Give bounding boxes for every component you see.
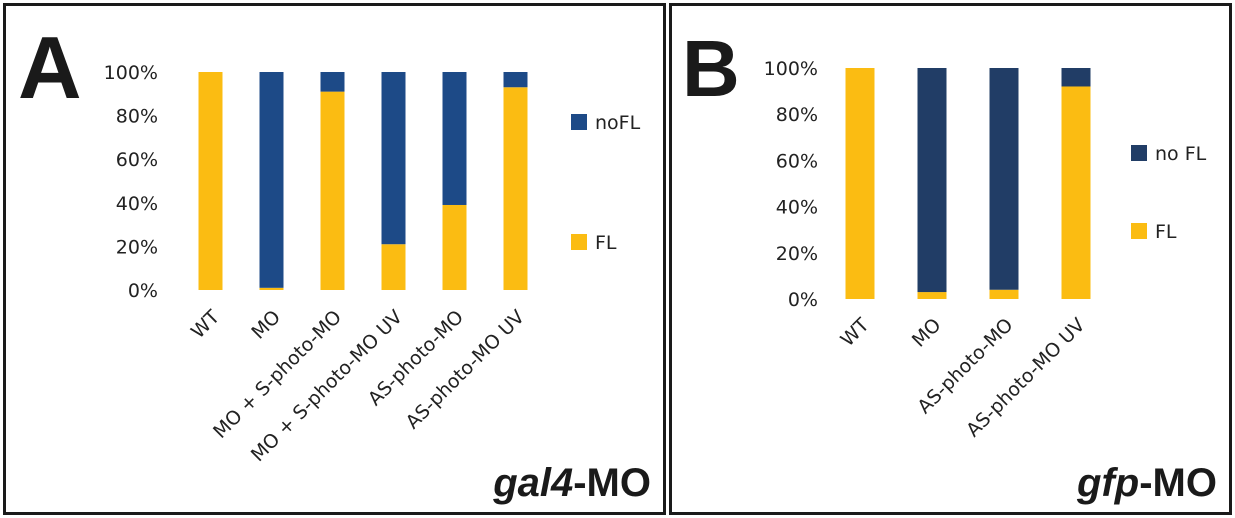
bars-b [845,68,1091,299]
category-label: WT [187,306,224,343]
panel-letter-b: B [682,24,740,113]
bar-nofl-segment [259,72,284,288]
panel-a: A 0% 20% 40% 60% 80% 100% WT MO MO + S-photo-MO… [3,3,666,515]
y-tick-label: 80% [116,106,158,128]
y-tick-label: 20% [776,243,818,265]
bar-fl-segment [259,287,284,290]
bar-fl-segment [917,292,947,299]
legend-label-fl: FL [595,232,617,254]
mo-suffix-b: -MO [1139,461,1217,505]
y-tick-label: 0% [788,289,818,311]
bar-nofl-segment [989,68,1019,290]
bar-fl-segment [198,72,223,290]
footer-label-a: gal4-MO [492,461,651,505]
footer-label-b: gfp-MO [1076,461,1217,505]
bar-fl-segment [1061,86,1091,299]
bars-a [198,72,528,291]
legend-a: noFL FL [571,112,641,254]
y-tick-label: 60% [116,149,158,171]
bar-nofl-segment [320,72,345,92]
panel-letter-a: A [18,18,82,117]
y-axis-ticks-a: 0% 20% 40% 60% 80% 100% [104,62,158,302]
bar-nofl-segment [442,72,467,205]
bar-fl-segment [989,289,1019,299]
y-tick-label: 100% [764,58,818,80]
bar-nofl-segment [503,72,528,88]
legend-label-nofl: noFL [595,112,641,134]
y-tick-label: 20% [116,236,158,258]
category-label: AS-photo-MO UV [402,306,529,433]
legend-swatch-nofl [571,114,587,130]
y-tick-label: 60% [776,150,818,172]
legend-swatch-fl [571,234,587,250]
category-label: MO [247,306,285,344]
bar-fl-segment [845,68,875,299]
gene-name-b: gfp [1076,461,1139,505]
bar-fl-segment [442,204,467,290]
y-tick-label: 40% [776,197,818,219]
legend-swatch-no-fl [1131,145,1147,161]
chart-b: B 0%20%40%60%80%100% WT MOAS-photo-MOAS-p… [682,24,1217,505]
category-label: AS-photo-MO UV [962,314,1089,441]
bar-nofl-segment [381,72,406,245]
bar-fl-segment [320,91,345,291]
bar-fl-segment [381,244,406,290]
legend-label-no-fl: no FL [1155,143,1207,165]
bar-fl-segment [503,87,528,290]
mo-suffix-a: -MO [573,461,651,505]
y-tick-label: 100% [104,62,158,84]
bar-nofl-segment [917,68,947,293]
bar-nofl-segment [1061,68,1091,87]
y-tick-label: 40% [116,193,158,215]
panel-b: B 0% 20% 40% 60% 80% 100% WT MO AS-photo-MO AS-p… [669,3,1232,515]
y-tick-label: 0% [128,280,158,302]
legend-swatch-fl-b [1131,223,1147,239]
gene-name-a: gal4 [492,461,573,505]
category-label: WT [836,314,873,351]
y-axis-ticks-b: 0% 20% 40% 60% 80% 100% [764,58,818,311]
y-tick-label: 80% [776,104,818,126]
legend-b: no FL FL [1131,143,1207,243]
category-label: MO [908,314,946,352]
legend-label-fl-b: FL [1155,221,1177,243]
